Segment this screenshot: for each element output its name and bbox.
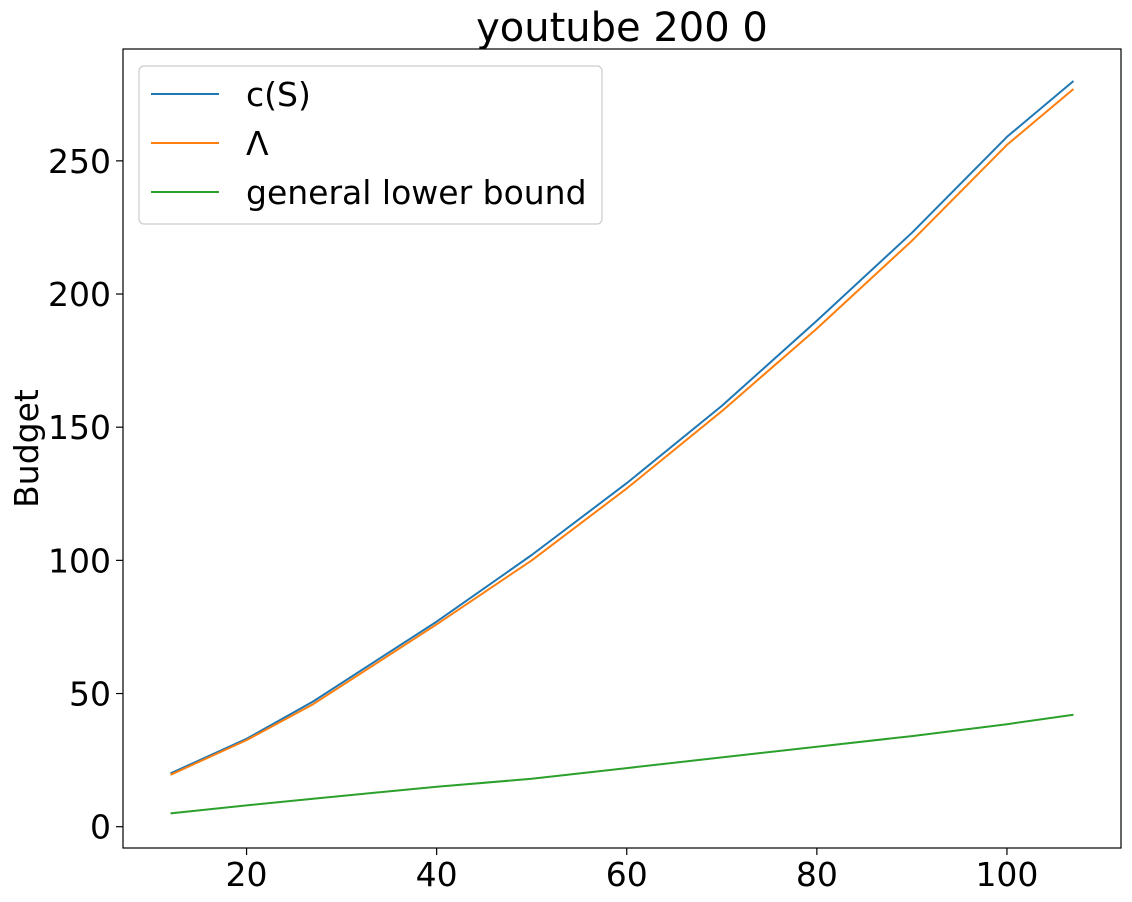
x-tick-label: 80 xyxy=(796,855,838,894)
y-tick-label: 200 xyxy=(48,275,111,314)
legend-box xyxy=(138,65,603,225)
legend-label: general lower bound xyxy=(246,173,587,212)
chart-title: youtube 200 0 xyxy=(476,5,768,51)
y-tick-label: 0 xyxy=(90,808,111,847)
legend-label: Λ xyxy=(246,124,269,163)
series-line-2 xyxy=(170,88,1075,776)
series-lines xyxy=(170,80,1075,815)
x-tick-label: 60 xyxy=(606,855,648,894)
y-tick-label: 50 xyxy=(69,675,111,714)
plot-area-frame xyxy=(122,48,1122,849)
y-axis-label: Budget xyxy=(7,389,46,508)
y-tick-label: 250 xyxy=(48,142,111,181)
legend-label: c(S) xyxy=(246,75,311,114)
x-tick-label: 20 xyxy=(226,855,268,894)
y-tick-label: 150 xyxy=(48,408,111,447)
series-line-3 xyxy=(170,713,1074,815)
x-tick-label: 40 xyxy=(416,855,458,894)
series-line-1 xyxy=(170,80,1075,775)
axis-ticks: 20 40 60 80 100 0 50 100 150 200 250 xyxy=(48,142,1038,894)
y-tick-label: 100 xyxy=(48,541,111,580)
x-tick-label: 100 xyxy=(975,855,1038,894)
